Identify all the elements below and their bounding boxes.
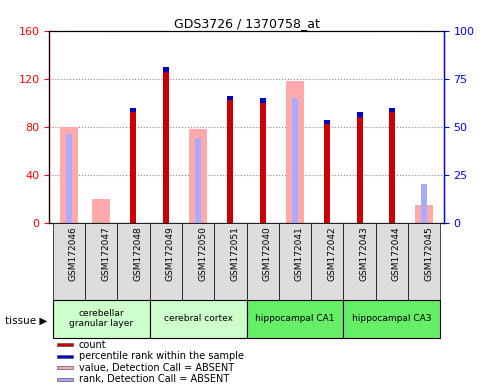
Bar: [149, 223, 182, 300]
Bar: [376, 223, 408, 300]
Bar: [92, 199, 110, 223]
Bar: [85, 223, 117, 300]
Text: GSM172051: GSM172051: [230, 227, 239, 281]
Bar: [344, 300, 440, 338]
Bar: [246, 300, 344, 338]
Bar: [357, 117, 362, 223]
Bar: [53, 300, 149, 338]
Bar: [57, 355, 73, 358]
Bar: [163, 67, 169, 71]
Bar: [311, 223, 344, 300]
Bar: [357, 112, 362, 117]
Bar: [189, 129, 207, 223]
Bar: [163, 71, 169, 223]
Bar: [286, 81, 304, 223]
Bar: [60, 127, 77, 223]
Text: count: count: [79, 340, 106, 350]
Text: GSM172044: GSM172044: [392, 227, 401, 281]
Bar: [57, 378, 73, 381]
Bar: [408, 223, 440, 300]
Text: value, Detection Call = ABSENT: value, Detection Call = ABSENT: [79, 363, 234, 373]
Text: percentile rank within the sample: percentile rank within the sample: [79, 351, 244, 361]
Text: tissue ▶: tissue ▶: [5, 316, 47, 326]
Text: GSM172049: GSM172049: [166, 227, 175, 281]
Text: GSM172045: GSM172045: [424, 227, 433, 281]
Bar: [66, 134, 71, 223]
Bar: [195, 138, 201, 223]
Text: cerebral cortex: cerebral cortex: [164, 314, 233, 323]
Bar: [131, 112, 136, 223]
Text: GSM172040: GSM172040: [263, 227, 272, 281]
Bar: [416, 205, 433, 223]
Bar: [389, 108, 395, 112]
Bar: [53, 223, 85, 300]
Bar: [344, 223, 376, 300]
Text: GSM172046: GSM172046: [69, 227, 78, 281]
Text: GSM172043: GSM172043: [360, 227, 369, 281]
Bar: [324, 119, 330, 124]
Bar: [389, 112, 395, 223]
Bar: [182, 223, 214, 300]
Bar: [292, 98, 298, 223]
Text: GSM172041: GSM172041: [295, 227, 304, 281]
Bar: [324, 124, 330, 223]
Text: GSM172047: GSM172047: [101, 227, 110, 281]
Bar: [422, 184, 427, 223]
Bar: [149, 300, 246, 338]
Text: GSM172050: GSM172050: [198, 227, 207, 281]
Title: GDS3726 / 1370758_at: GDS3726 / 1370758_at: [174, 17, 319, 30]
Text: rank, Detection Call = ABSENT: rank, Detection Call = ABSENT: [79, 374, 229, 384]
Text: cerebellar
granular layer: cerebellar granular layer: [69, 309, 133, 328]
Bar: [131, 108, 136, 112]
Bar: [260, 103, 266, 223]
Text: hippocampal CA1: hippocampal CA1: [255, 314, 335, 323]
Bar: [260, 98, 266, 103]
Bar: [279, 223, 311, 300]
Bar: [117, 223, 149, 300]
Bar: [227, 100, 233, 223]
Bar: [227, 98, 233, 223]
Bar: [227, 96, 233, 100]
Bar: [57, 343, 73, 346]
Bar: [57, 366, 73, 369]
Text: hippocampal CA3: hippocampal CA3: [352, 314, 432, 323]
Text: GSM172048: GSM172048: [133, 227, 142, 281]
Bar: [214, 223, 246, 300]
Bar: [246, 223, 279, 300]
Text: GSM172042: GSM172042: [327, 227, 336, 281]
